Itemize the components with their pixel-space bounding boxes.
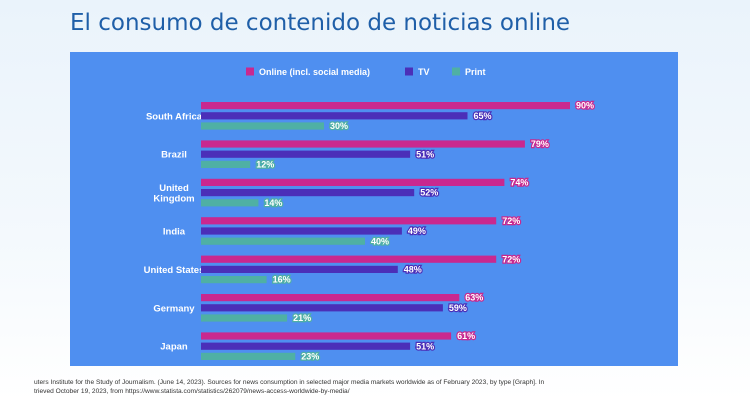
source-line-1: uters Institute for the Study of Journal… [34, 379, 545, 386]
source-line-2: trieved October 19, 2023, from https://w… [34, 388, 350, 395]
bar [201, 102, 570, 110]
bar [201, 150, 411, 158]
data-label: 63% [465, 293, 483, 303]
data-label: 72% [502, 216, 520, 226]
data-label: 40% [371, 236, 389, 246]
bar [201, 199, 259, 207]
data-label: 12% [256, 160, 274, 170]
bar [201, 294, 460, 302]
data-label: 51% [416, 341, 434, 351]
page-title: El consumo de contenido de noticias onli… [70, 10, 571, 36]
data-label: 14% [264, 198, 282, 208]
legend-label-2: Print [465, 67, 486, 77]
bar [201, 112, 468, 120]
legend-swatch-2 [452, 67, 460, 76]
bar [201, 122, 324, 130]
category-label: South Africa [146, 111, 203, 122]
data-label: 48% [404, 265, 422, 275]
bar [201, 276, 267, 284]
category-label: United States [144, 265, 205, 276]
bar [201, 178, 505, 186]
legend-label-0: Online (incl. social media) [259, 67, 370, 77]
bar [201, 217, 497, 225]
data-label: 52% [420, 188, 438, 198]
data-label: 59% [449, 303, 467, 313]
legend-swatch-1 [405, 67, 413, 76]
bar [201, 189, 415, 197]
category-label: United [159, 183, 189, 194]
data-label: 65% [474, 111, 492, 121]
source-citation: uters Institute for the Study of Journal… [34, 378, 734, 396]
category-label: Japan [160, 342, 188, 353]
bar [201, 342, 411, 350]
bar [201, 227, 402, 235]
category-label: Germany [153, 303, 195, 314]
legend-swatch-0 [246, 67, 254, 76]
data-label: 21% [293, 313, 311, 323]
legend-label-1: TV [418, 67, 430, 77]
bar [201, 332, 452, 340]
data-label: 61% [457, 331, 475, 341]
bar [201, 304, 443, 312]
bar [201, 265, 398, 273]
category-label: Brazil [161, 150, 187, 161]
data-label: 16% [273, 275, 291, 285]
data-label: 51% [416, 149, 434, 159]
data-label: 49% [408, 226, 426, 236]
category-label: India [163, 227, 186, 238]
data-label: 79% [531, 139, 549, 149]
bar [201, 140, 525, 148]
bar [201, 352, 296, 360]
bar [201, 255, 497, 263]
data-label: 30% [330, 121, 348, 131]
data-label: 72% [502, 254, 520, 264]
bar [201, 160, 251, 168]
bar [201, 314, 288, 322]
bar [201, 237, 365, 245]
data-label: 74% [510, 178, 528, 188]
data-label: 23% [301, 352, 319, 362]
category-label: Kingdom [153, 193, 194, 204]
data-label: 90% [576, 101, 594, 111]
